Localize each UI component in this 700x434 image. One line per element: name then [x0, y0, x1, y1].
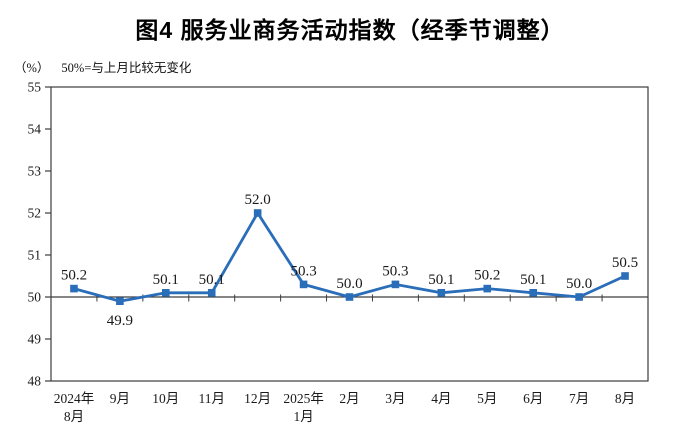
x-axis-tick-label: 2025年 [283, 391, 324, 406]
x-axis-tick-label: 8月 [64, 409, 84, 424]
data-point-label: 50.1 [199, 272, 225, 288]
x-axis-tick-label: 5月 [477, 391, 497, 406]
x-axis-tick-label: 2024年 [54, 391, 95, 406]
data-point-marker [575, 293, 583, 301]
x-axis-tick-label: 12月 [244, 391, 271, 406]
data-point-marker [529, 289, 537, 297]
data-point-label: 50.5 [612, 255, 638, 271]
x-axis-tick-label: 9月 [110, 391, 130, 406]
x-axis-tick-label: 8月 [615, 391, 635, 406]
data-point-label: 50.1 [153, 272, 179, 288]
x-axis-tick-label: 4月 [431, 391, 451, 406]
data-point-marker [391, 280, 400, 289]
data-point-marker [253, 209, 262, 217]
data-point-marker [299, 280, 308, 289]
x-axis-tick-label: 1月 [293, 409, 313, 424]
y-axis-tick-label: 54 [28, 122, 42, 137]
chart-title: 图4 服务业商务活动指数（经季节调整） [135, 17, 565, 43]
data-point-label: 52.0 [245, 192, 271, 208]
data-point-marker [116, 297, 124, 305]
x-axis-tick-label: 6月 [523, 391, 543, 406]
chart-subtitle: （%） 50%=与上月比较无变化 [14, 57, 191, 76]
data-point-label: 50.1 [428, 272, 454, 288]
y-axis-unit-label: （%） [14, 61, 50, 75]
data-point-label: 50.0 [566, 276, 592, 292]
data-point-label: 50.2 [474, 268, 500, 284]
data-point-label: 50.1 [520, 272, 546, 288]
data-point-label: 50.2 [61, 268, 87, 284]
data-point-label: 50.0 [336, 276, 362, 292]
y-axis-tick-label: 53 [28, 164, 42, 179]
data-point-marker [162, 289, 170, 297]
x-axis-tick-label: 3月 [385, 391, 405, 406]
y-axis-tick-label: 50 [28, 290, 42, 305]
data-point-marker [345, 293, 354, 301]
data-point-label: 50.3 [290, 263, 316, 279]
reference-note: 50%=与上月比较无变化 [61, 61, 192, 75]
plot-border [50, 86, 649, 382]
data-point-marker [621, 272, 629, 280]
y-axis-tick-label: 52 [28, 206, 42, 221]
y-axis-tick-label: 51 [28, 248, 42, 263]
data-point-label: 50.3 [382, 263, 408, 279]
y-axis-tick-label: 55 [28, 80, 42, 95]
data-point-marker [483, 284, 492, 293]
y-axis-tick-label: 48 [28, 374, 42, 389]
x-axis-tick-label: 2月 [339, 391, 359, 406]
x-axis-tick-label: 10月 [152, 391, 179, 406]
data-point-marker [437, 289, 446, 297]
data-point-label: 49.9 [107, 313, 133, 329]
x-axis-tick-label: 7月 [569, 391, 589, 406]
x-axis-tick-label: 11月 [198, 391, 225, 406]
data-point-marker [70, 284, 78, 293]
data-point-marker [207, 289, 216, 297]
y-axis-tick-label: 49 [28, 332, 42, 347]
